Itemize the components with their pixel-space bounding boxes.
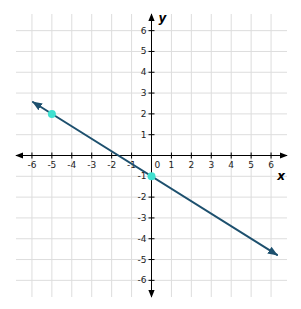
grid-line-x [111, 14, 112, 297]
y-tick-label: 4 [141, 67, 147, 77]
y-tick-label: -3 [138, 213, 147, 223]
grid-line-x [51, 14, 52, 297]
point [148, 172, 156, 180]
grid-line-y [16, 113, 287, 114]
y-tick [149, 134, 155, 135]
point [48, 110, 56, 118]
y-tick-label: 3 [141, 88, 147, 98]
x-tick [271, 153, 272, 159]
y-tick [149, 238, 155, 239]
x-tick [51, 153, 52, 159]
y-tick [149, 51, 155, 52]
y-tick-label: -5 [138, 255, 147, 265]
x-tick [191, 153, 192, 159]
x-tick [171, 153, 172, 159]
grid-line-y [16, 51, 287, 52]
y-tick-label: 6 [141, 26, 147, 36]
y-tick [149, 197, 155, 198]
y-tick [149, 72, 155, 73]
y-tick-label: 2 [141, 109, 147, 119]
y-axis-line [151, 14, 152, 297]
x-tick-label: -4 [67, 160, 76, 170]
y-tick [149, 280, 155, 281]
x-tick [91, 153, 92, 159]
x-tick-label: 6 [268, 160, 274, 170]
y-tick [149, 259, 155, 260]
y-tick-label: -4 [138, 234, 147, 244]
y-tick [149, 93, 155, 94]
x-tick-label: -6 [27, 160, 36, 170]
grid-line-x [71, 14, 72, 297]
y-tick [149, 217, 155, 218]
x-tick-label: 0 [155, 160, 161, 170]
y-tick-label: -2 [138, 192, 147, 202]
grid-line-x [271, 14, 272, 297]
grid-line-y [16, 72, 287, 73]
line [33, 102, 277, 255]
x-tick [131, 153, 132, 159]
grid-line-x [131, 14, 132, 297]
x-tick [71, 153, 72, 159]
axes: -6-5-4-3-2-10123456-6-5-4-3-2-1123456 [16, 14, 287, 297]
y-tick [149, 30, 155, 31]
x-tick [211, 153, 212, 159]
x-tick-label: -3 [87, 160, 96, 170]
x-tick [31, 153, 32, 159]
y-tick-label: 1 [141, 130, 147, 140]
grid-line-x [191, 14, 192, 297]
plot-area [33, 102, 277, 255]
grid-line-y [16, 217, 287, 218]
grid-line-x [251, 14, 252, 297]
grid-line-x [171, 14, 172, 297]
grid-line-y [16, 93, 287, 94]
x-tick-label: -5 [47, 160, 56, 170]
grid-line-x [31, 14, 32, 297]
x-axis-label: x [276, 169, 286, 183]
x-tick [111, 153, 112, 159]
x-tick-label: 5 [248, 160, 254, 170]
y-tick-label: -6 [138, 275, 147, 285]
grid-line-y [16, 238, 287, 239]
grid-line-y [16, 280, 287, 281]
grid-line-y [16, 259, 287, 260]
grid-line-y [16, 30, 287, 31]
x-tick-label: -2 [107, 160, 116, 170]
x-tick-label: 1 [169, 160, 175, 170]
x-tick [231, 153, 232, 159]
grid-line-x [91, 14, 92, 297]
chart-container: -6-5-4-3-2-10123456-6-5-4-3-2-1123456xy [0, 0, 301, 309]
grid-line-y [16, 197, 287, 198]
x-tick-label: 2 [188, 160, 194, 170]
grid-line-x [151, 14, 152, 297]
grid-line-y [16, 134, 287, 135]
x-tick-label: 3 [208, 160, 214, 170]
y-tick-label: 5 [141, 46, 147, 56]
y-tick [149, 113, 155, 114]
x-tick-label: 4 [228, 160, 234, 170]
grid [16, 14, 287, 297]
grid-line-x [211, 14, 212, 297]
grid-line-x [231, 14, 232, 297]
y-axis-label: y [159, 11, 168, 25]
chart: -6-5-4-3-2-10123456-6-5-4-3-2-1123456xy [0, 0, 301, 309]
x-tick [251, 153, 252, 159]
